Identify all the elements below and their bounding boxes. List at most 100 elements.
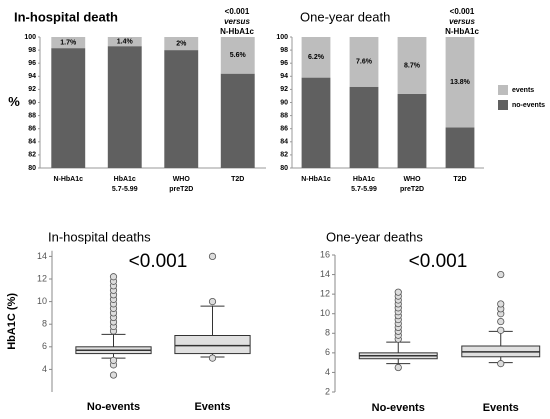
outlier <box>109 356 118 364</box>
y-tick-label: 12 <box>320 289 330 299</box>
x-tick-label: T2D <box>453 176 466 183</box>
chart-title: One-year death <box>300 9 390 24</box>
annotation: <0.001 <box>450 7 475 16</box>
y-tick-label: 94 <box>280 73 288 80</box>
data-label: 1.4% <box>117 38 134 45</box>
outlier <box>208 354 217 362</box>
data-label: 5.6% <box>230 52 247 59</box>
chart-title: In-hospital deaths <box>48 229 151 244</box>
y-tick-label: 10 <box>320 308 330 318</box>
annotation: versus <box>449 17 475 26</box>
data-label: 6.2% <box>308 54 325 61</box>
y-tick-label: 10 <box>37 296 47 306</box>
y-tick-label: 80 <box>280 165 288 172</box>
bar-segment <box>445 37 475 128</box>
y-tick-label: 96 <box>28 60 36 67</box>
legend-label: events <box>512 87 534 94</box>
bar-segment <box>349 37 379 87</box>
x-tick-label: T2D <box>231 176 244 183</box>
y-tick-label: 90 <box>28 99 36 106</box>
bar-segment <box>164 37 199 51</box>
box <box>174 335 251 355</box>
x-tick-label: preT2D <box>169 186 193 193</box>
y-tick-label: 88 <box>28 112 36 119</box>
outlier <box>109 371 118 379</box>
outlier <box>109 273 118 281</box>
y-tick-label: 12 <box>37 273 47 283</box>
legend-label: no-events <box>512 102 545 109</box>
y-tick-label: 84 <box>280 139 288 146</box>
bar-segment <box>397 93 427 168</box>
bar-segment <box>445 127 475 168</box>
annotation: N-HbA1c <box>445 27 479 36</box>
x-tick-label: 5.7-5.99 <box>351 186 377 193</box>
y-tick-label: 88 <box>280 112 288 119</box>
chart-title: In-hospital death <box>14 9 118 24</box>
chart-title: One-year deaths <box>326 229 423 244</box>
outlier <box>497 326 505 334</box>
y-tick-label: 2 <box>325 386 330 396</box>
y-tick-label: 92 <box>28 86 36 93</box>
y-tick-label: 84 <box>28 139 36 146</box>
y-tick-label: 86 <box>280 126 288 133</box>
y-tick-label: 14 <box>37 251 47 261</box>
x-tick-label: HbA1c <box>114 176 136 183</box>
x-tick-label: WHO <box>403 176 421 183</box>
x-tick-label: No-events <box>87 401 140 413</box>
y-tick-label: 14 <box>320 269 330 279</box>
y-tick-label: 92 <box>280 86 288 93</box>
y-tick-label: 82 <box>28 152 36 159</box>
annotation: versus <box>224 17 250 26</box>
y-tick-label: 100 <box>276 34 288 41</box>
outlier <box>208 297 217 306</box>
y-axis-label: HbA1C (%) <box>6 293 18 350</box>
data-label: 2% <box>176 40 187 47</box>
annotation: <0.001 <box>409 251 468 272</box>
outlier <box>394 363 402 372</box>
annotation: N-HbA1c <box>220 27 254 36</box>
y-tick-label: 4 <box>42 364 47 374</box>
y-tick-label: 94 <box>28 73 36 80</box>
bar-segment <box>51 37 86 49</box>
y-tick-label: 6 <box>325 347 330 357</box>
y-tick-label: 4 <box>325 367 330 377</box>
annotation: <0.001 <box>129 251 188 272</box>
bar-segment <box>107 46 142 168</box>
y-tick-label: 90 <box>280 99 288 106</box>
bar-segment <box>301 37 331 78</box>
y-tick-label: 100 <box>24 34 36 41</box>
x-tick-label: HbA1c <box>353 176 375 183</box>
x-tick-label: N-HbA1c <box>53 176 83 183</box>
x-tick-label: 5.7-5.99 <box>112 186 138 193</box>
x-tick-label: Events <box>194 401 230 413</box>
bar-segment <box>349 86 379 168</box>
outlier <box>497 300 505 308</box>
y-tick-label: 98 <box>280 47 288 54</box>
legend-swatch <box>498 85 508 95</box>
outlier <box>208 252 217 260</box>
data-label: 1.7% <box>60 39 77 46</box>
legend-swatch <box>498 100 508 110</box>
bar-segment <box>301 77 331 168</box>
outlier <box>497 317 505 326</box>
y-tick-label: 6 <box>42 341 47 351</box>
x-tick-label: No-events <box>372 402 425 414</box>
outlier <box>497 360 505 368</box>
data-label: 8.7% <box>404 62 421 69</box>
annotation: <0.001 <box>225 7 250 16</box>
bar-segment <box>164 50 199 168</box>
x-tick-label: WHO <box>173 176 191 183</box>
outlier <box>497 270 505 279</box>
outlier <box>394 288 402 296</box>
bar-segment <box>220 37 255 74</box>
y-axis-label: % <box>8 94 20 109</box>
x-tick-label: N-HbA1c <box>301 176 331 183</box>
y-tick-label: 80 <box>28 165 36 172</box>
x-tick-label: Events <box>483 402 519 414</box>
y-tick-label: 16 <box>320 249 330 259</box>
y-tick-label: 86 <box>28 126 36 133</box>
y-tick-label: 98 <box>28 47 36 54</box>
y-tick-label: 8 <box>42 319 47 329</box>
y-tick-label: 82 <box>280 152 288 159</box>
